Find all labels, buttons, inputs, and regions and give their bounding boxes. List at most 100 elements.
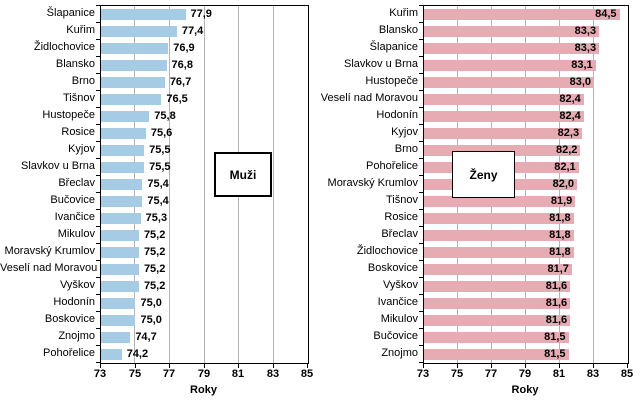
value-label: 82,3 — [557, 127, 580, 139]
bar — [101, 298, 136, 309]
category-label: Vyškov — [59, 279, 95, 291]
x-tick-label: 85 — [620, 368, 634, 380]
category-axis-tick — [419, 243, 423, 244]
category-label: Slavkov u Brna — [21, 160, 95, 172]
bar — [101, 264, 139, 275]
value-label: 75,0 — [140, 297, 162, 309]
category-axis-tick — [96, 226, 100, 227]
value-label: 82,0 — [552, 178, 574, 190]
category-label: Blansko — [55, 58, 95, 70]
bar — [424, 247, 574, 258]
category-label: Pohořelice — [366, 160, 418, 172]
category-axis-tick — [419, 328, 423, 329]
category-axis-tick — [96, 73, 100, 74]
value-label: 83,3 — [574, 25, 597, 37]
category-label: Šlapanice — [369, 41, 418, 53]
category-axis-tick — [419, 39, 423, 40]
category-axis-tick — [419, 345, 423, 346]
x-axis-tick — [169, 364, 170, 368]
bar — [424, 349, 569, 360]
category-label: Kyjov — [68, 143, 95, 155]
x-tick-label: 77 — [484, 368, 498, 380]
plot-area: 84,5 83,3 83,3 83,1 83,0 82,4 82,4 82,3 82,2 82,1… — [423, 5, 629, 364]
category-axis-tick — [96, 56, 100, 57]
category-label: Boskovice — [367, 262, 418, 274]
category-label: Tišnov — [63, 92, 95, 104]
category-axis-tick — [419, 141, 423, 142]
category-label: Moravský Krumlov — [4, 245, 95, 257]
category-axis-tick — [419, 209, 423, 210]
x-axis-tick — [273, 364, 274, 368]
category-label: Ivančice — [54, 211, 95, 223]
legend-box: Ženy — [452, 151, 515, 198]
bar — [424, 43, 600, 54]
category-label: Ivančice — [377, 296, 418, 308]
x-axis-title: Roky — [511, 384, 539, 396]
value-label: 81,6 — [545, 280, 568, 292]
value-label: 76,8 — [171, 59, 193, 71]
category-label: Hodonín — [53, 296, 95, 308]
category-axis-tick — [96, 175, 100, 176]
x-tick-label: 79 — [197, 368, 211, 380]
value-label: 75,2 — [143, 263, 166, 275]
bar — [424, 315, 571, 326]
legend-box: Muži — [214, 152, 272, 197]
x-tick-label: 75 — [450, 368, 464, 380]
value-label: 76,7 — [169, 76, 192, 88]
x-tick-label: 75 — [128, 368, 142, 380]
category-axis-tick — [96, 294, 100, 295]
value-label: 75,8 — [154, 110, 176, 122]
value-label: 77,9 — [190, 8, 212, 20]
x-tick-label: 81 — [552, 368, 566, 380]
category-label: Bučovice — [50, 194, 95, 206]
category-label: Šlapanice — [46, 7, 95, 19]
x-tick-label: 73 — [93, 368, 107, 380]
bar — [424, 196, 576, 207]
value-label: 81,5 — [544, 331, 566, 343]
bar — [101, 26, 177, 37]
bar — [101, 247, 139, 258]
value-label: 83,1 — [571, 59, 593, 71]
value-label: 81,6 — [545, 314, 568, 326]
value-label: 75,5 — [149, 144, 171, 156]
category-label: Kuřim — [66, 24, 95, 36]
category-axis-tick — [96, 328, 100, 329]
category-axis-tick — [419, 277, 423, 278]
category-label: Veselí nad Moravou — [320, 92, 418, 104]
category-axis-tick — [96, 311, 100, 312]
value-label: 82,4 — [559, 110, 581, 122]
x-axis-tick — [238, 364, 239, 368]
category-axis-tick — [419, 175, 423, 176]
bar — [101, 94, 162, 105]
category-axis-tick — [96, 345, 100, 346]
bar — [424, 77, 594, 88]
category-axis-tick — [419, 260, 423, 261]
bar — [101, 196, 143, 207]
x-axis-tick — [135, 364, 136, 368]
value-label: 81,8 — [549, 246, 571, 258]
category-axis-tick — [419, 158, 423, 159]
category-axis-tick — [419, 362, 423, 363]
category-label: Hustopeče — [42, 109, 95, 121]
value-label: 75,2 — [143, 280, 166, 292]
plot-area: 77,9 77,4 76,9 76,8 76,7 76,5 75,8 75,6 75,5 75,5… — [100, 5, 309, 364]
bar — [424, 213, 574, 224]
gridline — [203, 6, 205, 363]
category-axis-tick — [96, 158, 100, 159]
x-axis-tick — [525, 364, 526, 368]
value-label: 81,7 — [547, 263, 569, 275]
category-label: Hustopeče — [365, 75, 418, 87]
category-label: Kyjov — [391, 126, 418, 138]
value-label: 76,5 — [166, 93, 188, 105]
bar — [101, 349, 122, 360]
category-label: Břeclav — [58, 177, 95, 189]
bar — [424, 332, 569, 343]
category-axis-tick — [419, 90, 423, 91]
category-label: Židlochovice — [33, 41, 95, 53]
value-label: 82,1 — [554, 161, 576, 173]
bar — [101, 128, 146, 139]
bar — [101, 9, 186, 20]
x-tick-label: 83 — [586, 368, 600, 380]
x-axis-tick — [307, 364, 308, 368]
